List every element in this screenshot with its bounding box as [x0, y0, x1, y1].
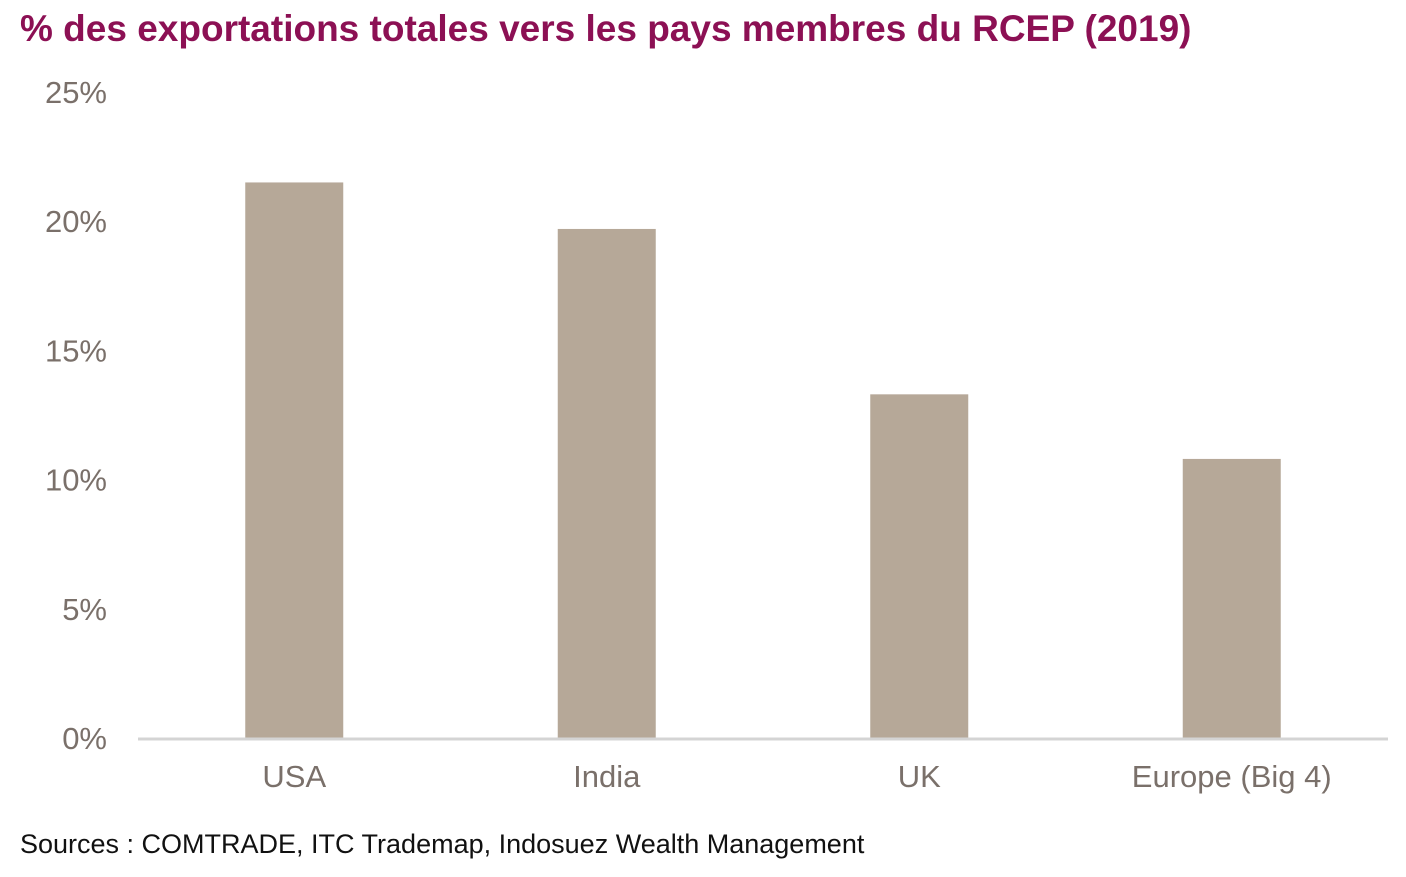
y-tick-label: 20% — [45, 204, 107, 239]
x-tick-label: India — [573, 759, 641, 794]
bar-europe-big-4 — [1182, 458, 1281, 738]
y-tick-label: 0% — [62, 721, 107, 756]
y-axis-tick-labels: 0% 5% 10% 15% 20% 25% — [45, 75, 107, 756]
bar-uk — [870, 394, 969, 738]
y-tick-label: 5% — [62, 592, 107, 627]
x-tick-label: Europe (Big 4) — [1132, 759, 1332, 794]
bar-usa — [245, 182, 344, 738]
bars-group — [245, 182, 1281, 738]
x-tick-label: USA — [262, 759, 326, 794]
chart-title: % des exportations totales vers les pays… — [20, 8, 1192, 49]
x-tick-label: UK — [898, 759, 941, 794]
bar-india — [557, 228, 656, 738]
y-tick-label: 25% — [45, 75, 107, 110]
source-note: Sources : COMTRADE, ITC Trademap, Indosu… — [20, 829, 865, 859]
y-tick-label: 10% — [45, 463, 107, 498]
x-axis-category-labels: USA India UK Europe (Big 4) — [262, 759, 1331, 794]
y-tick-label: 15% — [45, 333, 107, 368]
